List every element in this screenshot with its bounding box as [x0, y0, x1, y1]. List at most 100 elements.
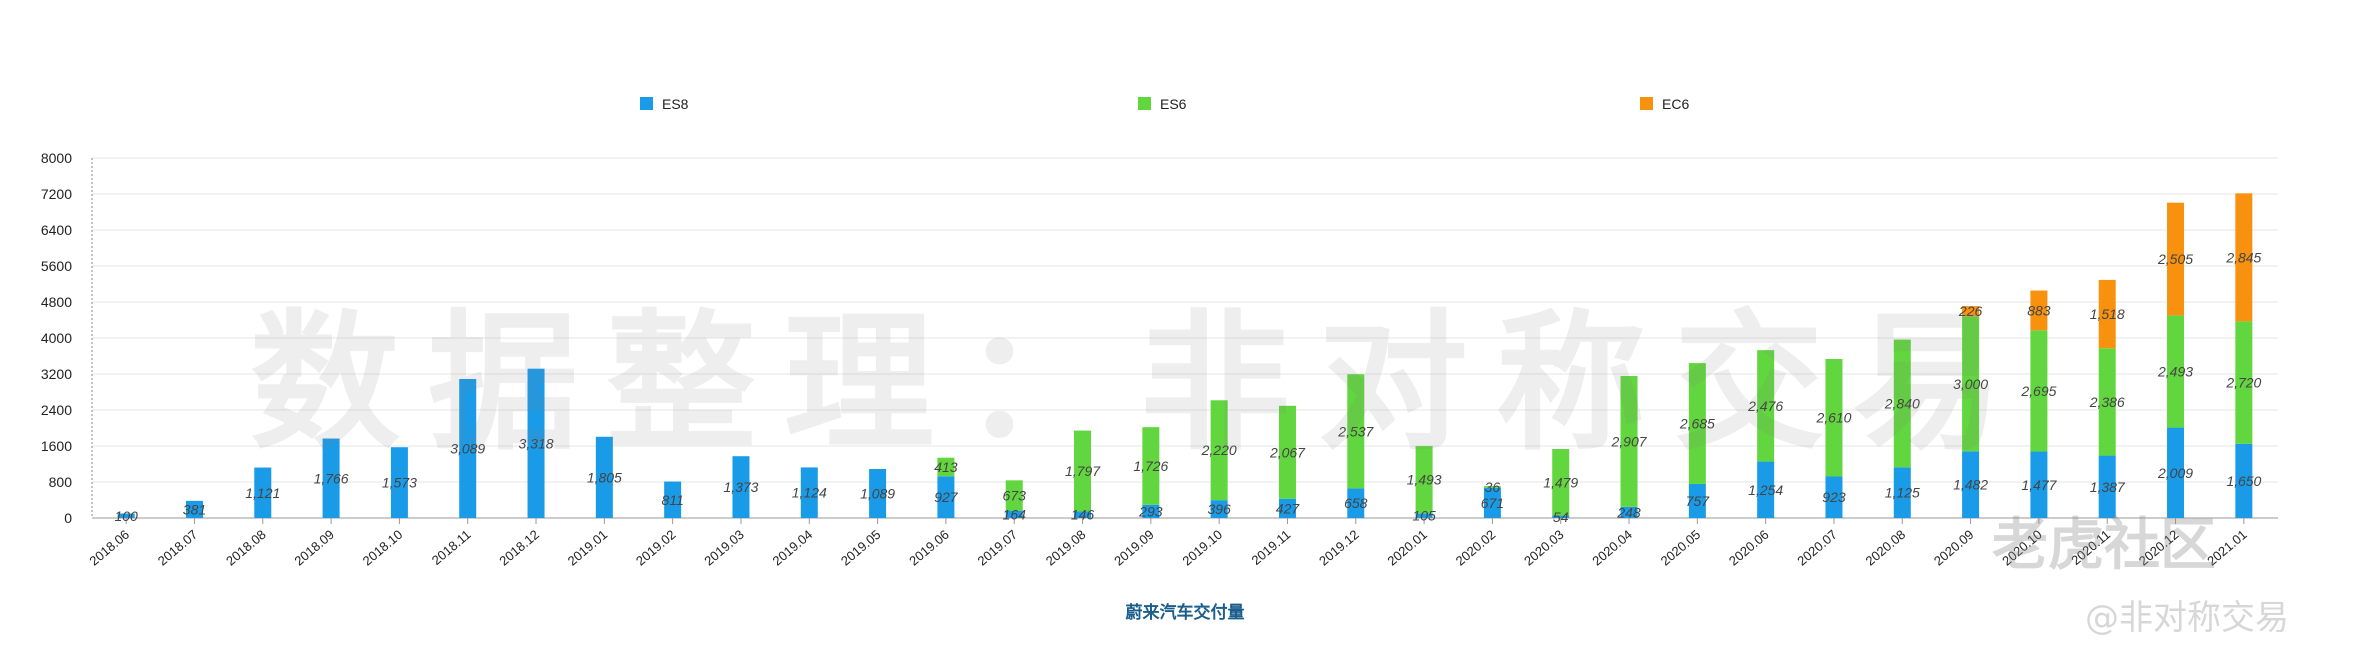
bar-es8: [1825, 476, 1843, 518]
data-label-es8: 927: [934, 489, 959, 505]
legend-label-ec6: EC6: [1662, 96, 1689, 112]
tiger-community-logo: 老虎社区: [1992, 513, 2216, 578]
data-label-es6: 1,479: [1543, 474, 1578, 490]
watermark-handle: @非对称交易: [2085, 598, 2289, 638]
data-label-es8: 3,089: [450, 440, 485, 456]
data-label-es8: 1,766: [314, 470, 349, 486]
data-label-es6: 2,493: [2157, 364, 2193, 380]
y-tick-label: 2400: [41, 402, 72, 418]
legend-label-es6: ES6: [1160, 96, 1187, 112]
data-label-es6: 673: [1003, 487, 1027, 503]
data-label-es8: 54: [1553, 509, 1569, 525]
bar-es6: [1347, 374, 1365, 489]
data-label-es8: 1,650: [2226, 473, 2261, 489]
data-label-es8: 3,318: [519, 435, 554, 451]
data-label-es8: 1,124: [792, 485, 827, 501]
x-tick-label: 2020.07: [1794, 527, 1840, 569]
bar-es6: [1825, 359, 1843, 477]
legend-swatch-es8: [640, 97, 653, 110]
data-label-ec6: 226: [1958, 303, 1983, 319]
data-label-ec6: 2,505: [2157, 251, 2193, 267]
bar-es8: [2167, 427, 2185, 518]
data-label-es8: 100: [114, 508, 138, 524]
data-label-es6: 413: [934, 459, 958, 475]
y-tick-label: 4000: [41, 330, 72, 346]
bar-es8: [1757, 461, 1775, 518]
data-label-es8: 658: [1344, 495, 1368, 511]
data-label-ec6: 2,845: [2225, 249, 2261, 265]
y-tick-label: 800: [49, 474, 73, 490]
bar-es8: [1552, 515, 1570, 518]
x-tick-label: 2019.12: [1316, 527, 1362, 569]
x-tick-label: 2019.08: [1043, 527, 1089, 569]
bar-es6: [1278, 405, 1296, 499]
data-label-es6: 2,610: [1815, 410, 1851, 426]
x-tick-label: 2020.09: [1931, 527, 1977, 569]
data-label-es6: 2,386: [2089, 394, 2125, 410]
x-tick-label: 2018.08: [223, 527, 269, 569]
y-tick-label: 5600: [41, 258, 72, 274]
bar-es6: [2098, 348, 2116, 456]
bar-es6: [2235, 321, 2253, 444]
bar-es6: [1415, 446, 1433, 514]
data-label-es6: 2,476: [1747, 398, 1783, 414]
y-tick-label: 3200: [41, 366, 72, 382]
y-tick-label: 7200: [41, 186, 72, 202]
data-label-es8: 427: [1276, 500, 1301, 516]
x-tick-label: 2020.05: [1658, 527, 1704, 569]
data-label-es8: 1,125: [1885, 485, 1920, 501]
bar-es8: [2235, 443, 2253, 518]
data-label-es6: 2,537: [1337, 423, 1374, 439]
y-tick-label: 1600: [41, 438, 72, 454]
data-label-es6: 3,000: [1953, 376, 1988, 392]
data-label-es6: 2,695: [2020, 383, 2056, 399]
y-tick-label: 0: [64, 510, 72, 526]
bar-es6: [1552, 449, 1570, 516]
x-tick-label: 2019.06: [906, 527, 952, 569]
x-tick-label: 2020.01: [1384, 527, 1430, 569]
bar-es8: [869, 468, 887, 518]
data-label-es6: 2,840: [1884, 395, 1920, 411]
bar-es8: [185, 500, 203, 518]
data-label-es8: 1,254: [1748, 482, 1783, 498]
bar-ec6: [2030, 290, 2048, 331]
data-label-es6: 1,726: [1133, 458, 1168, 474]
x-tick-label: 2018.12: [496, 527, 542, 569]
x-tick-label: 2019.03: [701, 527, 747, 569]
bar-es8: [595, 436, 613, 518]
data-label-es6: 2,067: [1269, 444, 1306, 460]
x-tick-label: 2018.07: [155, 527, 201, 569]
data-label-es8: 757: [1686, 493, 1711, 509]
bar-es8: [1962, 451, 1980, 518]
data-label-es8: 1,373: [723, 479, 758, 495]
bar-es8: [2030, 451, 2048, 518]
data-label-es6: 1,493: [1407, 472, 1442, 488]
bar-es8: [1347, 488, 1365, 518]
bar-es6: [2030, 330, 2048, 452]
bar-es8: [1620, 506, 1638, 518]
data-label-es8: 811: [661, 492, 683, 508]
y-tick-label: 8000: [41, 150, 72, 166]
x-tick-label: 2020.06: [1726, 527, 1772, 569]
data-label-es8: 1,805: [587, 469, 622, 485]
bar-es8: [1278, 498, 1296, 518]
data-label-es8: 1,573: [382, 475, 417, 491]
x-tick-label: 2019.01: [565, 527, 611, 569]
bar-es8: [1415, 513, 1433, 518]
data-label-es6: 2,685: [1679, 416, 1715, 432]
bar-es6: [1757, 350, 1775, 462]
bar-es6: [1210, 400, 1228, 501]
y-tick-label: 6400: [41, 222, 72, 238]
data-label-es8: 164: [1003, 506, 1027, 522]
data-label-es8: 146: [1071, 507, 1095, 523]
bar-ec6: [2235, 193, 2253, 322]
x-tick-label: 2018.09: [291, 527, 337, 569]
bar-es8: [459, 378, 477, 518]
bar-es8: [800, 467, 818, 518]
data-label-es6: 2,220: [1201, 442, 1237, 458]
bar-es8: [527, 368, 545, 518]
x-tick-label: 2018.06: [86, 527, 132, 569]
x-axis-title: 蔚来汽车交付量: [1126, 602, 1245, 623]
watermark-text: 数据整理：非对称交易: [250, 295, 2031, 471]
